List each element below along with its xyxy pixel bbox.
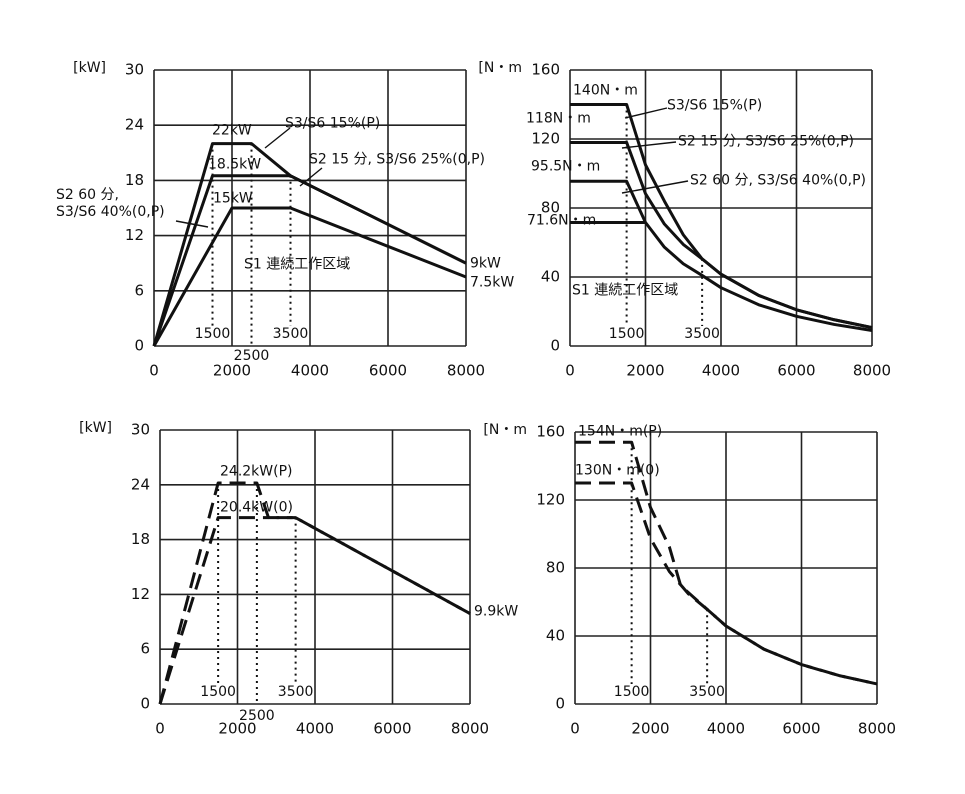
speed-marker-label: 3500 xyxy=(273,326,309,342)
annotation: 18.5kW xyxy=(208,156,262,173)
x-tick-label: 4000 xyxy=(707,720,745,738)
annotation: 118N・m xyxy=(526,110,591,127)
y-tick-label: 0 xyxy=(550,337,560,355)
x-tick-label: 0 xyxy=(155,720,165,738)
y-tick-label: 0 xyxy=(140,695,150,713)
x-tick-label: 4000 xyxy=(296,720,334,738)
series-label: S2 60 分, S3/S6 40%(0,P) xyxy=(690,172,867,189)
y-tick-label: 160 xyxy=(531,61,560,79)
x-tick-label: 6000 xyxy=(782,720,820,738)
annotation: 154N・m(P) xyxy=(578,423,663,440)
x-tick-label: 0 xyxy=(149,362,159,380)
y-tick-label: 30 xyxy=(131,421,150,439)
curve xyxy=(570,179,873,332)
y-tick-label: 18 xyxy=(125,171,144,189)
speed-marker-label: 3500 xyxy=(684,326,720,342)
y-tick-label: 0 xyxy=(134,337,144,355)
curve xyxy=(152,206,467,347)
y-axis-label: [N・m xyxy=(483,422,527,438)
speed-marker-label: 2500 xyxy=(234,348,270,364)
y-tick-label: 6 xyxy=(134,281,144,299)
annotation: 15kW xyxy=(213,190,253,207)
speed-marker-label: 1500 xyxy=(609,326,645,342)
y-tick-label: 120 xyxy=(531,130,560,148)
y-tick-label: 160 xyxy=(536,423,565,441)
x-tick-label: 2000 xyxy=(213,362,251,380)
curve xyxy=(570,140,873,330)
y-tick-label: 80 xyxy=(541,199,560,217)
x-tick-label: 8000 xyxy=(858,720,896,738)
y-tick-label: 24 xyxy=(125,116,144,134)
annotation: S1 連続工作区域 xyxy=(244,256,351,273)
y-axis-label: [kW] xyxy=(79,420,112,436)
y-tick-label: 24 xyxy=(131,475,150,493)
annotation: 22kW xyxy=(212,122,252,139)
x-tick-label: 6000 xyxy=(369,362,407,380)
pointer xyxy=(621,141,677,149)
y-axis-label: [kW] xyxy=(73,60,106,76)
speed-marker-label: 2500 xyxy=(239,708,275,724)
y-tick-label: 80 xyxy=(546,559,565,577)
series-label: S3/S6 15%(P) xyxy=(285,115,381,132)
pointer xyxy=(175,220,209,228)
y-tick-label: 40 xyxy=(546,627,565,645)
curve xyxy=(158,481,471,705)
x-tick-label: 8000 xyxy=(447,362,485,380)
annotation: 71.6N・m xyxy=(527,212,597,229)
speed-marker-label: 1500 xyxy=(195,326,231,342)
series-label: S3/S6 15%(P) xyxy=(667,97,763,114)
annotation: 9kW xyxy=(470,255,501,272)
x-tick-label: 2000 xyxy=(631,720,669,738)
x-tick-label: 2000 xyxy=(626,362,664,380)
annotation: 140N・m xyxy=(573,82,638,99)
x-tick-label: 8000 xyxy=(451,720,489,738)
pointer xyxy=(624,107,668,119)
y-tick-label: 12 xyxy=(125,226,144,244)
x-tick-label: 6000 xyxy=(777,362,815,380)
x-tick-label: 0 xyxy=(565,362,575,380)
annotation: 24.2kW(P) xyxy=(220,463,293,480)
curve xyxy=(158,516,471,705)
series-label: S2 60 分, S3/S6 40%(0,P) xyxy=(56,187,165,220)
x-tick-label: 0 xyxy=(570,720,580,738)
x-tick-label: 2000 xyxy=(218,720,256,738)
annotation: 95.5N・m xyxy=(531,158,601,175)
series-label: S2 15 分, S3/S6 25%(0,P) xyxy=(309,151,486,168)
x-tick-label: 6000 xyxy=(373,720,411,738)
speed-marker-label: 3500 xyxy=(278,684,314,700)
y-tick-label: 120 xyxy=(536,491,565,509)
y-tick-label: 30 xyxy=(125,61,144,79)
annotation: 20.4kW(0) xyxy=(220,499,293,516)
annotation: 9.9kW xyxy=(474,603,519,620)
y-tick-label: 40 xyxy=(541,268,560,286)
speed-marker-label: 1500 xyxy=(614,684,650,700)
y-tick-label: 12 xyxy=(131,585,150,603)
pointer xyxy=(621,180,689,194)
pointer xyxy=(299,167,323,187)
x-tick-label: 4000 xyxy=(702,362,740,380)
y-tick-label: 18 xyxy=(131,530,150,548)
annotation: 130N・m(0) xyxy=(575,462,660,479)
curve xyxy=(152,174,467,347)
curve xyxy=(575,481,878,686)
y-tick-label: 6 xyxy=(140,640,150,658)
annotation: S1 連続工作区域 xyxy=(572,282,679,299)
speed-marker-label: 3500 xyxy=(689,684,725,700)
pointer xyxy=(264,127,291,149)
y-axis-label: [N・m xyxy=(478,60,522,76)
y-tick-label: 0 xyxy=(555,695,565,713)
x-tick-label: 8000 xyxy=(853,362,891,380)
series-label: S2 15 分, S3/S6 25%(0,P) xyxy=(678,133,855,150)
x-tick-label: 4000 xyxy=(291,362,329,380)
speed-marker-label: 1500 xyxy=(200,684,236,700)
annotation: 7.5kW xyxy=(470,274,515,291)
